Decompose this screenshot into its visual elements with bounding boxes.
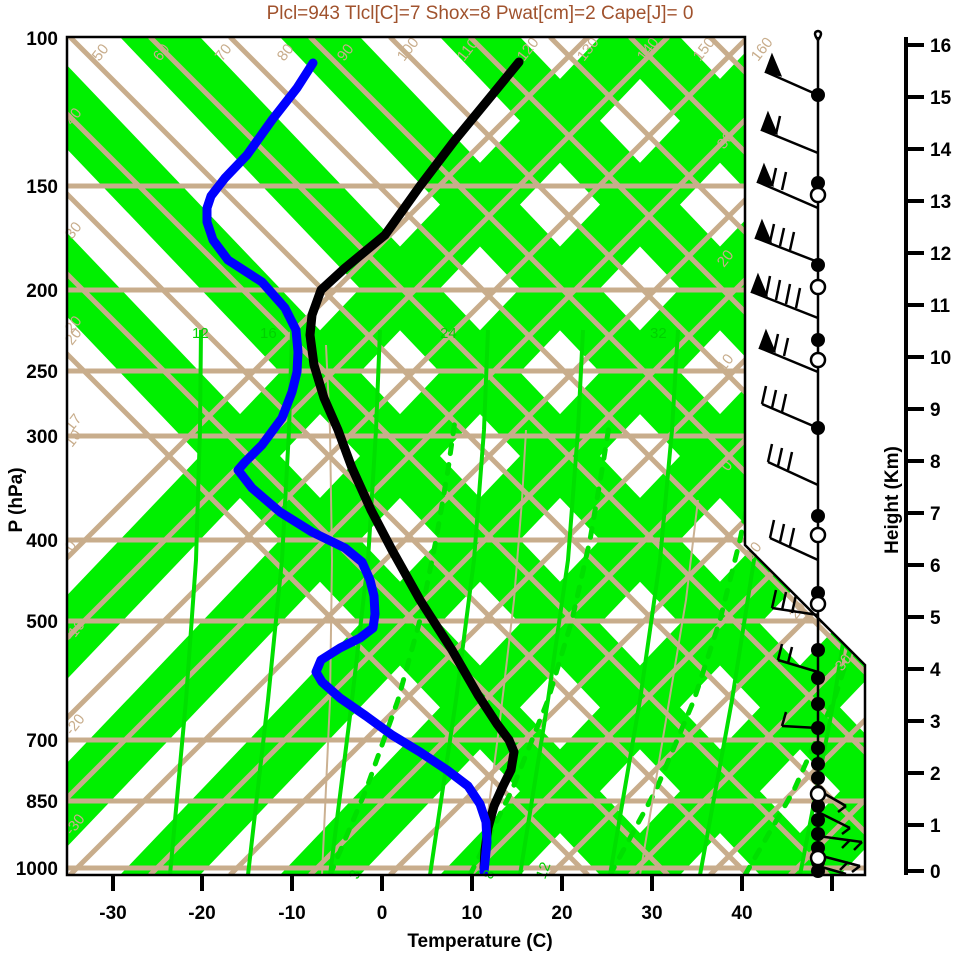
height-axis-title: Height (Km) (882, 446, 903, 554)
temperature-tick-label: -30 (99, 903, 126, 924)
dewpoint-profile-curve (202, 58, 492, 875)
height-tick-label: 5 (930, 608, 941, 629)
wind-barb (756, 162, 819, 210)
height-tick-label: 12 (930, 244, 951, 265)
mixing-ratio-label: 16 (260, 325, 277, 342)
mixing-ratio-label: 32 (650, 325, 667, 342)
wind-barb (817, 834, 863, 851)
pressure-axis-title: P (hPa) (6, 467, 27, 532)
wind-barb (754, 218, 819, 264)
wind-barb-column (750, 29, 863, 878)
temperature-tick-label: 20 (551, 903, 572, 924)
wind-barbs (750, 29, 863, 876)
wind-barb (758, 328, 819, 374)
height-tick-label: 3 (930, 712, 941, 733)
dry-adiabat-label: 90 (334, 41, 358, 65)
height-tick-label: 14 (930, 140, 952, 161)
isobar-lines (67, 183, 865, 871)
wind-level-markers-open (809, 186, 827, 867)
height-tick-label: 1 (930, 816, 941, 837)
theta-label: 20 (714, 247, 738, 271)
plot-frame (65, 35, 867, 877)
pressure-tick-label: 300 (26, 427, 58, 448)
pressure-tick-label: 700 (26, 731, 58, 752)
wind-barb (768, 519, 819, 562)
wind-level-markers (811, 88, 825, 878)
height-tick-label: 9 (930, 400, 941, 421)
height-tick-label: 0 (930, 862, 941, 883)
temperature-tick-label: 10 (461, 903, 482, 924)
dry-adiabat-label: 70 (212, 41, 236, 65)
height-tick-label: 8 (930, 452, 941, 473)
temperature-tick-label: 0 (377, 903, 388, 924)
temperature-tick-label: 30 (641, 903, 662, 924)
temperature-axis: -30 -20 -10 0 10 20 30 40 Temperature (C… (99, 875, 834, 952)
mixing-ratio-label: 12 (192, 325, 209, 342)
height-ticks (906, 43, 924, 873)
pressure-tick-label: 1000 (16, 859, 58, 880)
wind-barb (760, 110, 819, 155)
page-title: Plcl=943 Tlcl[C]=7 Shox=8 Pwat[cm]=2 Cap… (267, 3, 694, 24)
theta-label: 30 (714, 129, 738, 153)
height-tick-label: 13 (930, 192, 951, 213)
height-tick-label: 11 (930, 296, 951, 317)
mixing-ratio-label: 24 (440, 325, 457, 342)
plot-area: 50 60 70 80 90 100 110 120 130 140 150 1… (62, 34, 867, 881)
temperature-tick-label: -10 (278, 903, 305, 924)
wind-barb (764, 52, 819, 97)
theta-label: 10 (742, 539, 766, 563)
pressure-tick-label: 850 (26, 792, 58, 813)
temperature-profile-curve (305, 57, 524, 873)
height-tick-label: 2 (930, 764, 941, 785)
wind-barb (750, 272, 819, 320)
dry-adiabat-label: 50 (89, 41, 113, 65)
pressure-tick-label: 150 (26, 177, 58, 198)
pressure-tick-label: 100 (26, 29, 58, 50)
height-tick-label: 10 (930, 348, 951, 369)
height-axis: 16 15 14 13 12 11 10 9 8 7 6 5 4 3 2 1 0… (882, 36, 952, 883)
height-tick-label: 4 (930, 660, 941, 681)
pressure-axis: 100 150 200 250 300 400 500 700 850 1000… (6, 29, 58, 880)
height-tick-label: 16 (930, 36, 951, 57)
wind-barb (766, 443, 819, 487)
pressure-tick-label: 250 (26, 362, 58, 383)
pressure-tick-label: 500 (26, 612, 58, 633)
height-tick-label: 15 (930, 88, 952, 109)
dry-adiabat-label: 60 (150, 41, 174, 65)
temperature-axis-title: Temperature (C) (407, 931, 552, 952)
temperature-ticks (111, 875, 834, 891)
temperature-tick-label: -20 (188, 903, 215, 924)
height-tick-label: 6 (930, 556, 941, 577)
wind-barb (760, 385, 819, 430)
theta-label: 30 (832, 651, 856, 675)
wind-barb (817, 810, 851, 835)
wind-barb (770, 589, 819, 617)
dry-adiabat-label: 80 (274, 41, 298, 65)
pressure-tick-label: 200 (26, 281, 58, 302)
temperature-tick-label: 40 (731, 903, 752, 924)
pressure-tick-label: 400 (26, 531, 58, 552)
height-tick-label: 7 (930, 504, 941, 525)
theta-label: 10 (714, 351, 738, 375)
wind-barb (776, 643, 819, 674)
